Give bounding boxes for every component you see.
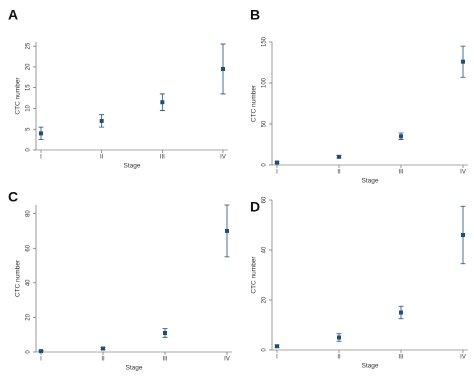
x-tick-label: II (101, 357, 105, 363)
x-tick-label: I (40, 357, 42, 363)
y-tick-label: 150 (262, 36, 268, 47)
y-tick-label: 20 (262, 296, 268, 303)
y-tick-label: 50 (262, 120, 268, 127)
y-tick-label: 40 (262, 246, 268, 253)
y-tick-label: 15 (26, 84, 32, 91)
x-tick-label: II (100, 155, 104, 161)
y-tick-label: 0 (26, 350, 32, 354)
point (337, 335, 341, 340)
x-tick-label: I (276, 355, 278, 361)
x-tick-label: II (337, 170, 341, 176)
x-tick-label: IV (460, 170, 466, 176)
y-tick-label: 60 (26, 244, 32, 251)
x-axis-label: Stage (362, 178, 379, 185)
y-tick-label: 40 (26, 279, 32, 286)
x-axis-label: Stage (362, 363, 379, 370)
x-tick-label: III (398, 355, 403, 361)
y-tick-label: 80 (26, 210, 32, 217)
point (39, 131, 43, 136)
x-tick-label: III (162, 357, 167, 363)
point (101, 346, 105, 351)
y-axis-label: CTC number (15, 259, 22, 297)
panel-label: B (250, 7, 260, 23)
point (99, 118, 104, 123)
x-tick-label: III (398, 170, 403, 176)
x-tick-label: IV (460, 355, 466, 361)
x-tick-label: IV (224, 357, 230, 363)
point (461, 233, 465, 237)
x-tick-label: I (40, 155, 42, 161)
point (337, 154, 341, 159)
y-axis-label: CTC number (251, 84, 258, 122)
point (163, 330, 167, 335)
point (39, 349, 43, 354)
point (399, 134, 403, 139)
point (461, 59, 465, 64)
x-tick-label: III (160, 155, 165, 161)
y-tick-label: 20 (26, 313, 32, 320)
panel-label: D (250, 199, 260, 215)
y-tick-label: 25 (26, 42, 32, 49)
point (225, 228, 229, 233)
x-tick-label: I (276, 170, 278, 176)
y-tick-label: 60 (262, 196, 268, 203)
y-axis-label: CTC number (251, 256, 258, 294)
y-tick-label: 0 (26, 148, 32, 152)
y-tick-label: 100 (262, 77, 268, 88)
panel-label: A (8, 7, 18, 23)
x-axis-label: Stage (126, 365, 143, 372)
y-tick-label: 0 (262, 348, 268, 352)
point (275, 160, 279, 165)
x-axis-label: Stage (124, 163, 141, 170)
point (160, 100, 165, 105)
panel-label: C (8, 189, 18, 205)
point (399, 310, 403, 315)
point (221, 67, 225, 71)
y-tick-label: 20 (26, 63, 32, 70)
y-tick-label: 0 (262, 163, 268, 167)
x-tick-label: II (337, 355, 341, 361)
x-tick-label: IV (220, 155, 226, 161)
y-tick-label: 5 (26, 127, 32, 131)
y-axis-label: CTC number (15, 77, 22, 115)
point (275, 344, 279, 349)
y-tick-label: 10 (26, 104, 32, 111)
